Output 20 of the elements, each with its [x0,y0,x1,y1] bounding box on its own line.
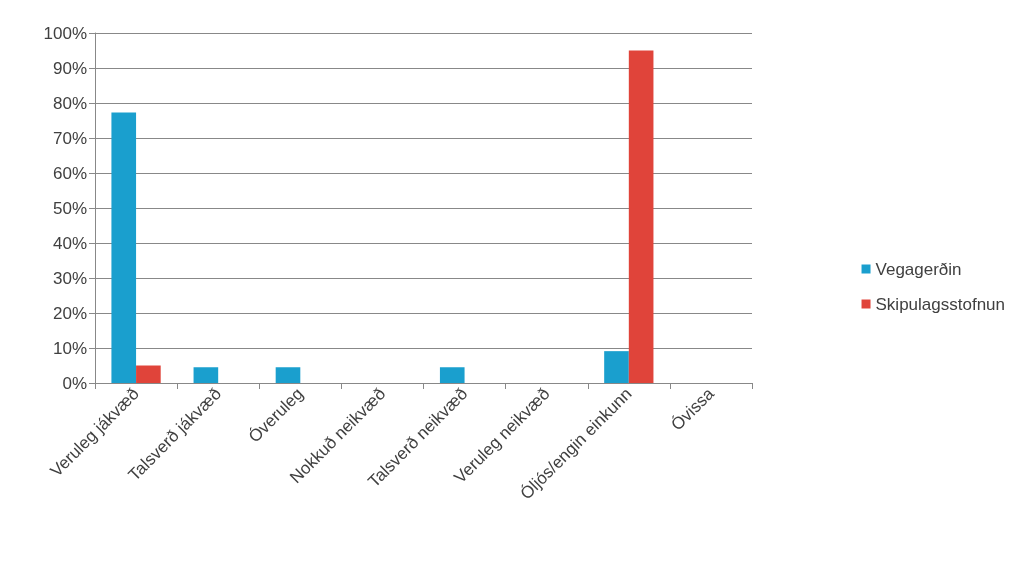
bar [111,112,137,383]
y-tick-label: 50% [52,198,87,218]
bar [193,367,219,383]
bar [275,367,301,383]
y-tick-label: 30% [52,268,87,288]
y-tick-label: 100% [43,23,87,43]
legend-label: Skipulagsstofnun [875,294,1006,314]
bar [604,351,629,383]
y-tick-label: 60% [52,163,87,183]
bar [628,50,654,383]
y-tick-label: 90% [52,58,87,78]
legend-label: Vegagerðin [875,259,962,279]
bar [136,365,161,383]
bar [439,367,465,383]
y-tick-label: 80% [52,93,87,113]
y-tick-label: 20% [52,303,87,323]
y-tick-label: 10% [52,338,87,358]
y-tick-label: 70% [52,128,87,148]
y-tick-label: 40% [52,233,87,253]
y-tick-label: 0% [62,373,87,393]
